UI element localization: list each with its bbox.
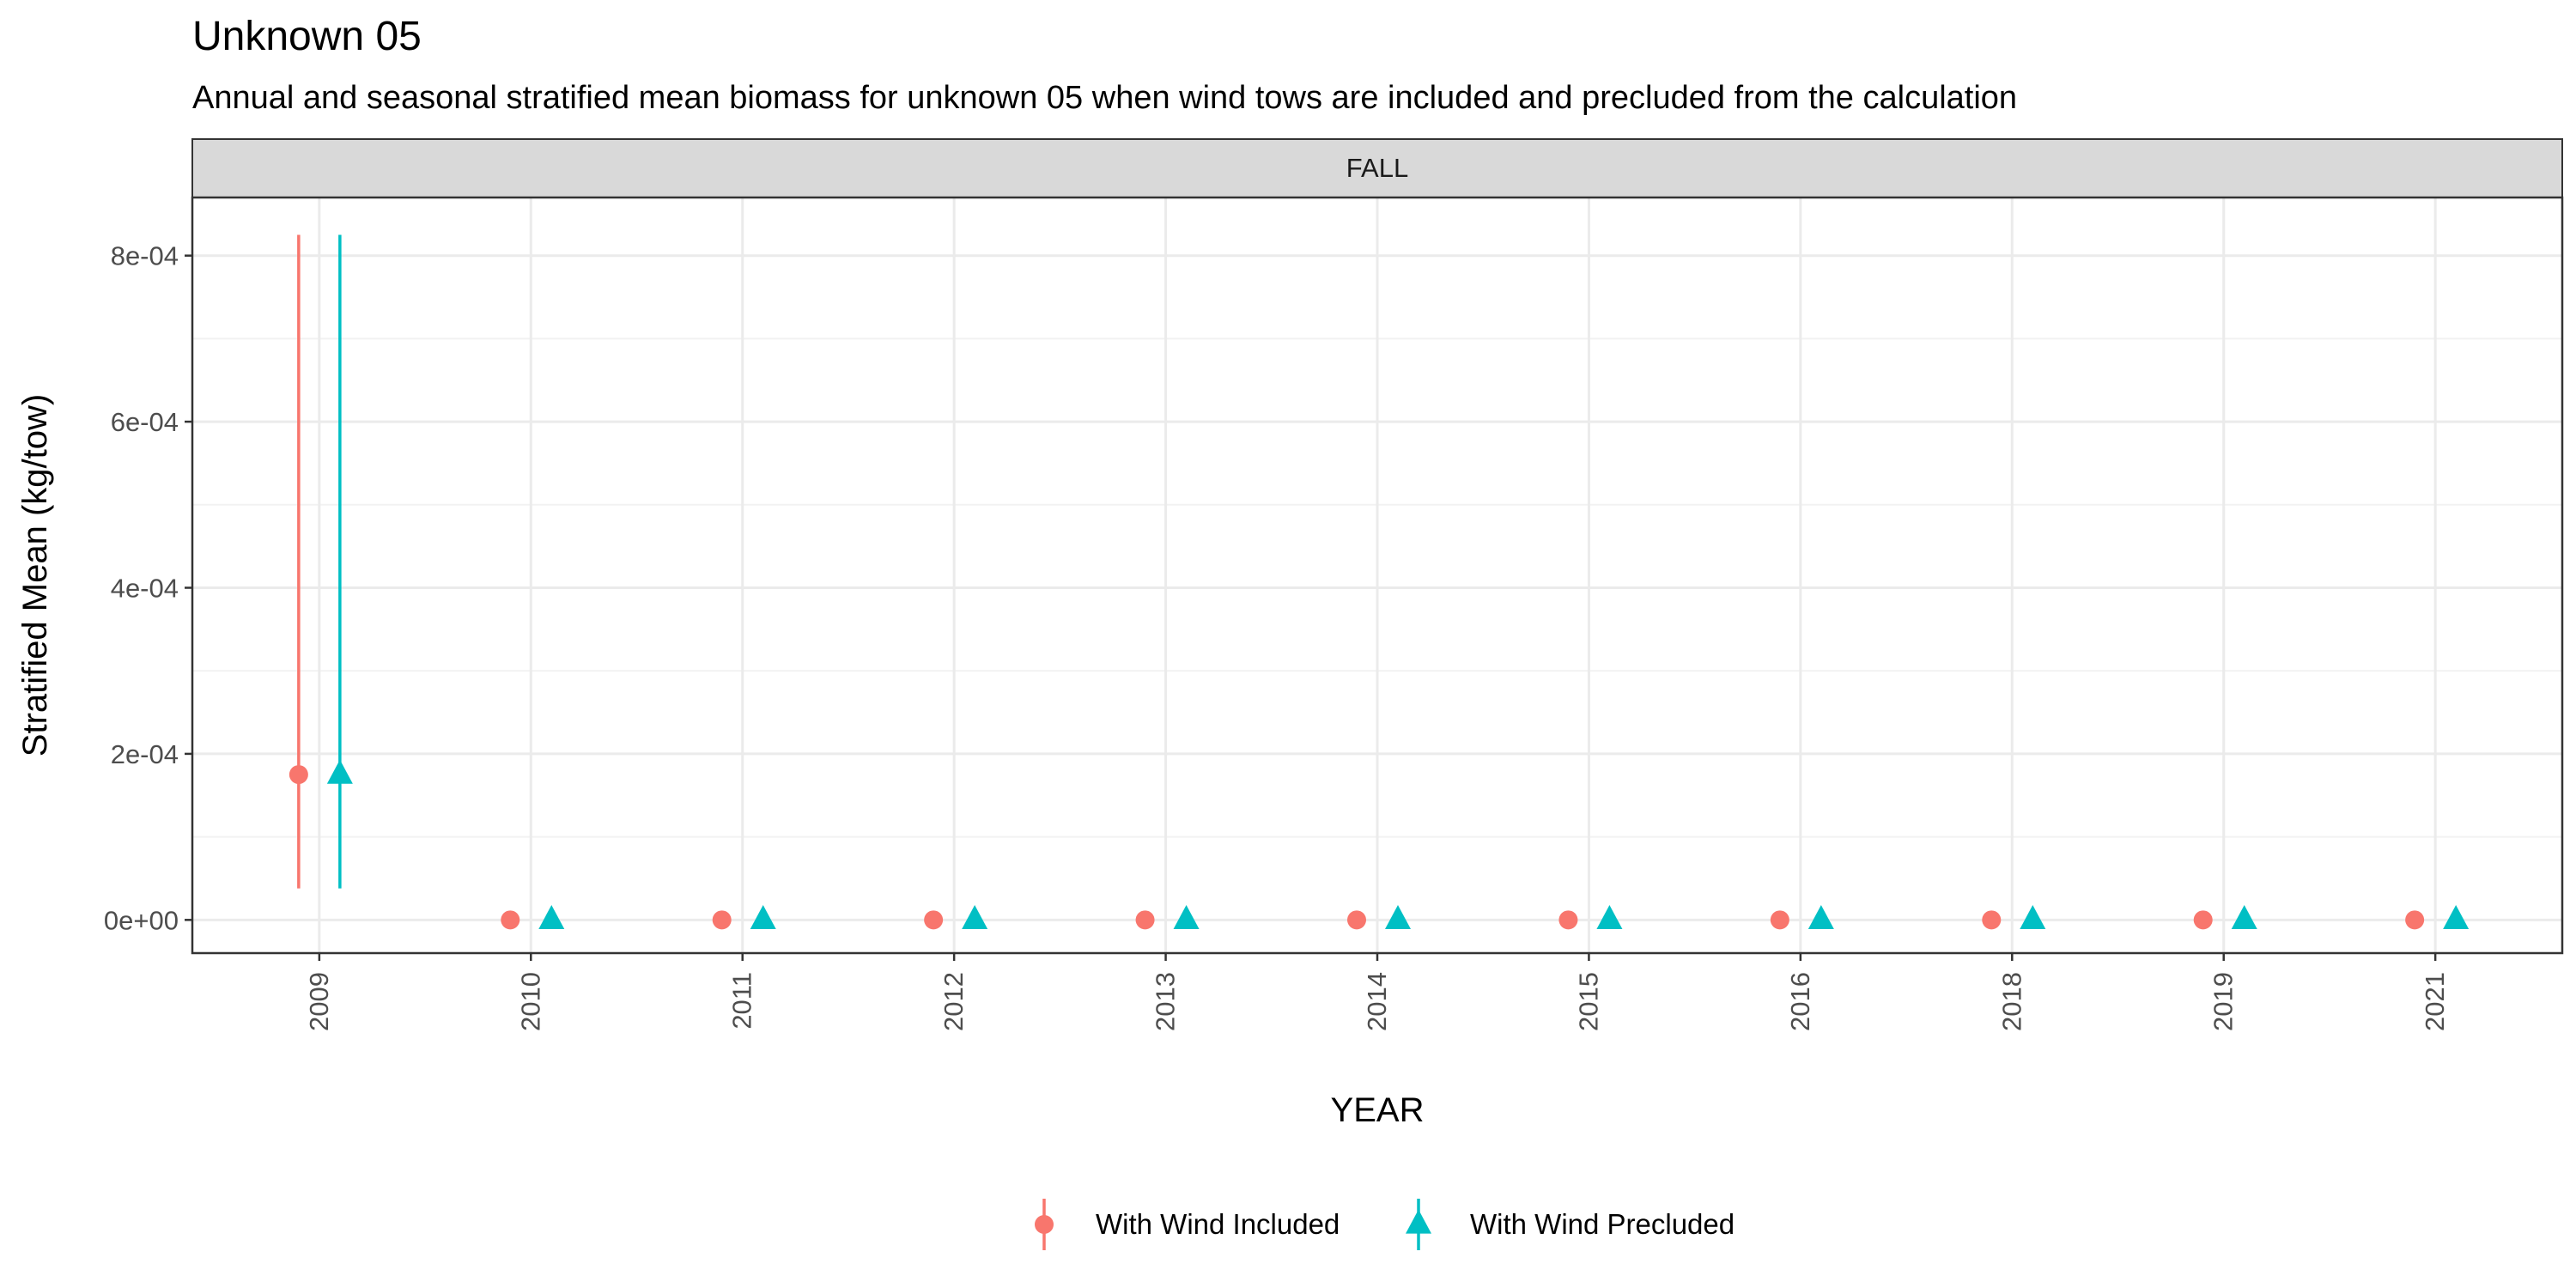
with-wind-included-point — [1135, 910, 1155, 930]
legend-key-marker-with-wind-included — [1035, 1215, 1054, 1234]
legend-label-with-wind-included: With Wind Included — [1096, 1208, 1340, 1240]
y-tick-label: 8e-04 — [111, 241, 179, 271]
x-tick-label: 2018 — [1996, 972, 2026, 1031]
with-wind-precluded-point — [1807, 904, 1834, 929]
y-tick-label: 2e-04 — [111, 739, 179, 769]
x-axis-title: YEAR — [1331, 1091, 1425, 1129]
with-wind-precluded-point — [1385, 904, 1411, 929]
with-wind-precluded-point — [2020, 904, 2046, 929]
x-tick-label: 2011 — [727, 972, 757, 1030]
with-wind-precluded-point — [2443, 904, 2470, 929]
x-tick-label: 2012 — [939, 972, 969, 1031]
x-tick-label: 2014 — [1362, 972, 1392, 1031]
with-wind-included-point — [1770, 910, 1789, 930]
with-wind-precluded-point — [2231, 904, 2257, 929]
chart-subtitle: Annual and seasonal stratified mean biom… — [192, 80, 2017, 116]
y-tick-label: 4e-04 — [111, 574, 179, 604]
with-wind-precluded-point — [538, 904, 565, 929]
facet-strip — [191, 138, 2563, 198]
y-tick-label: 0e+00 — [104, 905, 179, 935]
x-tick-label: 2021 — [2420, 972, 2450, 1031]
facet-label: FALL — [1346, 153, 1408, 183]
chart-title: Unknown 05 — [192, 14, 422, 59]
x-tick-label: 2015 — [1573, 972, 1603, 1031]
x-tick-label: 2013 — [1151, 972, 1181, 1031]
with-wind-included-point — [501, 910, 520, 930]
with-wind-included-point — [1347, 910, 1366, 930]
with-wind-precluded-point — [1173, 904, 1200, 929]
with-wind-included-point — [1982, 910, 2002, 930]
with-wind-included-point — [712, 910, 732, 930]
with-wind-precluded-point — [326, 759, 353, 784]
legend-key-marker-with-wind-precluded — [1406, 1209, 1431, 1234]
x-tick-label: 2016 — [1785, 972, 1815, 1031]
with-wind-included-point — [289, 765, 308, 785]
y-tick-label: 6e-04 — [111, 407, 179, 437]
with-wind-included-point — [924, 910, 944, 930]
with-wind-included-point — [2405, 910, 2425, 930]
axis-layer: 0e+00 2e-04 4e-04 6e-04 8e-04 2009 2010 2011 201… — [104, 241, 2450, 1031]
with-wind-included-point — [1558, 910, 1578, 930]
legend: With Wind Included With Wind Precluded — [1035, 1199, 1735, 1250]
marks-layer — [289, 234, 2470, 930]
y-axis-title: Stratified Mean (kg/tow) — [16, 394, 54, 756]
x-tick-label: 2009 — [304, 972, 334, 1031]
with-wind-precluded-point — [962, 904, 988, 929]
grid-layer — [192, 197, 2562, 953]
x-tick-label: 2010 — [515, 972, 545, 1031]
with-wind-included-point — [2193, 910, 2213, 930]
with-wind-precluded-point — [750, 904, 776, 929]
with-wind-precluded-point — [1596, 904, 1623, 929]
legend-label-with-wind-precluded: With Wind Precluded — [1470, 1208, 1735, 1240]
x-tick-label: 2019 — [2208, 972, 2239, 1031]
plot-panel-border — [191, 196, 2564, 955]
